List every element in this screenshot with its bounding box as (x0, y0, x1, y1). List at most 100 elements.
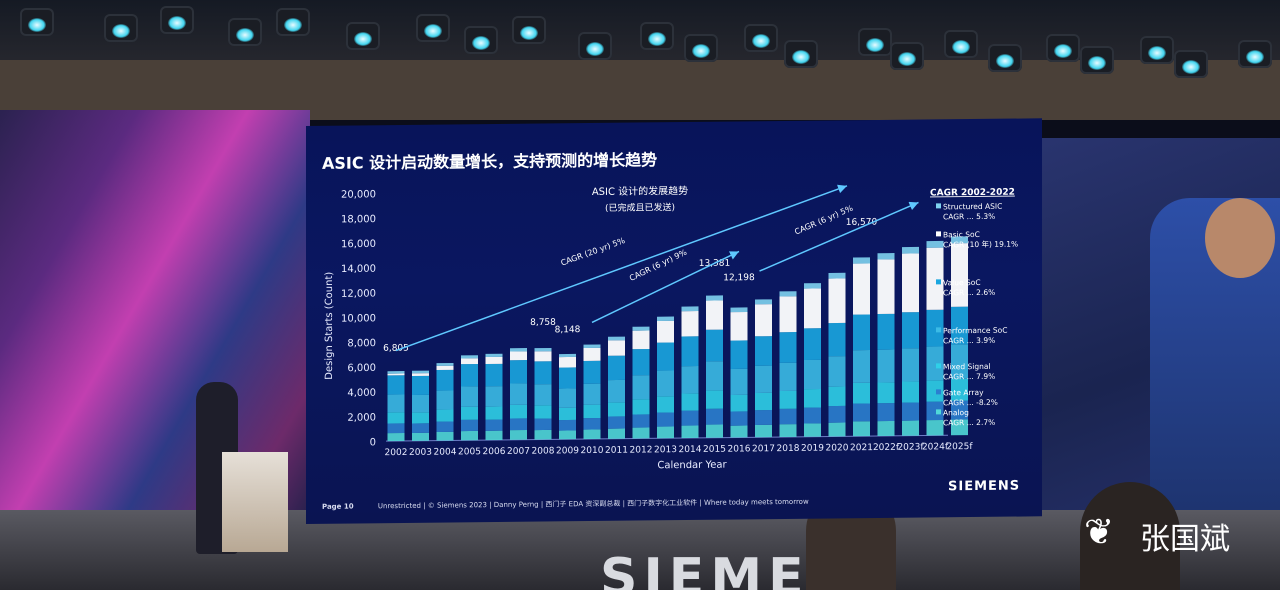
bar-segment (559, 388, 576, 408)
cagr-arrow (395, 184, 848, 352)
bar-segment (951, 243, 968, 307)
bar-segment (412, 375, 429, 396)
bar-segment (926, 240, 944, 248)
data-label: 12,198 (723, 273, 755, 283)
bar-segment (608, 340, 625, 356)
bar-segment (461, 406, 478, 420)
legend-cagr: CAGR ... 3.9% (943, 336, 995, 346)
bar-segment (657, 426, 674, 439)
stage-light-icon (578, 32, 612, 60)
bar-segment (461, 419, 478, 432)
bar-segment (926, 420, 944, 436)
stage-light-icon (858, 28, 892, 56)
bar-segment (632, 348, 650, 376)
bar-segment (632, 427, 650, 439)
watermark: 张国斌 (1140, 522, 1230, 557)
stacked-bar-chart: 0 2,000 4,000 6,000 8,000 10,000 12,000 14,000 1… (324, 184, 1018, 472)
bar-segment (510, 383, 527, 405)
y-tick-label: 10,000 (341, 313, 376, 324)
bar-segment (730, 340, 748, 369)
stage-light-icon (890, 42, 924, 70)
legend-entry: Mixed Signal (943, 362, 991, 371)
stage-light-icon (1238, 40, 1272, 68)
bar-segment (779, 291, 797, 297)
bar-segment (804, 407, 821, 424)
bar-segment (485, 363, 503, 387)
bar-segment (583, 417, 601, 430)
legend-swatch (936, 389, 941, 395)
y-tick-label: 6,000 (347, 363, 376, 374)
legend-cagr: CAGR ... 7.9% (943, 372, 995, 382)
bar-segment (681, 336, 699, 367)
bar-segment (608, 428, 625, 439)
bar-segment (583, 344, 601, 348)
bar-segment (608, 402, 625, 417)
stage-light-icon (464, 26, 498, 54)
bar-segment (681, 366, 699, 394)
bar-segment (412, 394, 429, 413)
bar-segment (877, 403, 895, 422)
x-tick-label: 2023f (897, 443, 924, 453)
bar-segment (706, 295, 723, 301)
bar-segment (706, 424, 723, 438)
page-number: Page 10 (322, 502, 354, 511)
bar-segment (926, 247, 944, 310)
podium (222, 452, 288, 552)
legend-entry: Basic SoC (943, 230, 980, 239)
speaker-head (1205, 198, 1275, 278)
bar-segment (583, 383, 601, 405)
bar-segment (951, 236, 968, 244)
bar-segment (853, 314, 870, 351)
bar-segment (853, 263, 870, 315)
bar-segment (632, 330, 650, 350)
stage-light-icon (1080, 46, 1114, 74)
x-tick-label: 2015 (703, 445, 726, 455)
chart-title: ASIC 设计的发展趋势 (592, 184, 688, 198)
x-tick-label: 2019 (801, 444, 824, 454)
bar-segment (902, 402, 919, 421)
x-tick-label: 2020 (826, 443, 849, 453)
bar-segment (853, 257, 870, 264)
bar-segment (853, 421, 870, 437)
bar-segment (387, 412, 405, 424)
bar-segment (387, 375, 405, 395)
bar-segment (853, 382, 870, 404)
stage-light-icon (1140, 36, 1174, 64)
bar-segment (926, 346, 944, 381)
bar-segment (632, 375, 650, 400)
x-axis-label: Calendar Year (657, 460, 727, 472)
bar-segment (510, 404, 527, 419)
stage-light-icon (944, 30, 978, 58)
bar-segment (681, 425, 699, 439)
bar-segment (755, 299, 772, 305)
y-tick-label: 18,000 (341, 214, 376, 225)
bar-segment (828, 356, 846, 387)
x-tick-label: 2008 (532, 446, 555, 456)
presentation-slide: ASIC 设计启动数量增长，支持预测的增长趋势 0 2,000 4,000 6,000… (306, 118, 1042, 524)
bar-segment (559, 407, 576, 421)
x-tick-label: 2025f (946, 442, 973, 452)
audience-head (1080, 482, 1180, 590)
bar-segment (706, 361, 723, 391)
legend-swatch (936, 203, 941, 209)
legend-entry: Analog (943, 408, 969, 417)
bar-segment (828, 422, 846, 437)
stage-light-icon (640, 22, 674, 50)
y-axis-label: Design Starts (Count) (324, 272, 335, 380)
bar-segment (485, 430, 503, 441)
x-tick-label: 2011 (605, 446, 628, 456)
stage-light-icon (104, 14, 138, 42)
bar-segment (804, 283, 821, 289)
bar-segment (461, 355, 478, 359)
bar-segment (583, 347, 601, 361)
x-tick-label: 2012 (630, 445, 653, 455)
bar-segment (412, 373, 429, 377)
x-tick-label: 2022f (873, 443, 900, 453)
bar-segment (804, 423, 821, 437)
x-tick-label: 2018 (777, 444, 800, 454)
bar-segment (534, 418, 552, 431)
bar-segment (485, 406, 503, 420)
bar-segment (755, 336, 772, 366)
bar-segment (534, 429, 552, 440)
